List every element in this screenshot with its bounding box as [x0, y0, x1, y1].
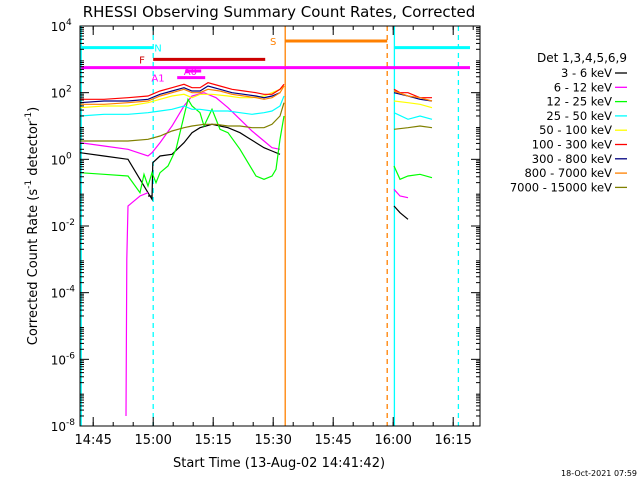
- legend-label: 7000 - 15000 keV: [510, 180, 612, 194]
- y-tick-exponent: -8: [66, 418, 75, 428]
- y-axis-label-main: Corrected Count Rate (s: [26, 189, 41, 346]
- y-tick-label: 10: [51, 353, 66, 367]
- series-line-8: [393, 125, 433, 130]
- state-bar-label: S: [270, 37, 276, 48]
- series-line-7: [80, 85, 285, 105]
- series-line-0: [79, 123, 281, 202]
- y-axis-label-sup2: -1: [24, 112, 34, 121]
- series-line-1: [393, 188, 409, 199]
- y-tick-label: 10: [51, 420, 66, 434]
- x-tick-label: 15:15: [194, 433, 231, 448]
- state-lines: [80, 26, 460, 426]
- x-tick-label: 15:45: [314, 433, 351, 448]
- y-tick-label: 10: [51, 220, 66, 234]
- y-axis-label-end: ): [26, 107, 41, 112]
- y-tick-exponent: -6: [66, 351, 75, 361]
- y-tick-label: 10: [51, 87, 66, 101]
- series-line-6: [393, 92, 433, 102]
- x-axis: 14:45 15:00 15:15 15:30 15:45 16:00 16:15: [74, 26, 474, 448]
- series-line-2: [79, 97, 285, 195]
- state-bar-label: N: [154, 44, 161, 55]
- y-tick-label: 10: [51, 153, 66, 167]
- series-line-1: [125, 192, 149, 417]
- plot-frame: [79, 25, 481, 427]
- series-line-5: [80, 82, 285, 100]
- chart-title: RHESSI Observing Summary Count Rates, Co…: [83, 3, 476, 21]
- y-axis-label-mid: detector: [26, 120, 41, 180]
- series-line-1: [79, 92, 281, 157]
- series-line-2: [393, 165, 433, 181]
- x-tick-label: 15:30: [254, 433, 291, 448]
- x-tick-label: 16:00: [374, 433, 411, 448]
- y-tick-exponent: -4: [66, 285, 75, 295]
- x-axis-label: Start Time (13-Aug-02 14:41:42): [173, 456, 385, 471]
- footer-date: 18-Oct-2021 07:59: [561, 469, 637, 478]
- state-bar-label: F: [139, 55, 145, 66]
- legend-label: 6 - 12 keV: [554, 80, 612, 94]
- series-line-7: [393, 90, 433, 102]
- state-bar-label: A1: [151, 74, 164, 85]
- legend-label: 50 - 100 keV: [539, 123, 612, 137]
- x-tick-label: 15:00: [134, 433, 171, 448]
- y-tick-label: 10: [51, 20, 66, 34]
- legend-label: 100 - 300 keV: [532, 138, 612, 152]
- y-tick-exponent: 4: [66, 18, 72, 28]
- legend-label: 300 - 800 keV: [532, 152, 612, 166]
- y-tick-exponent: -2: [66, 218, 75, 228]
- legend-label: 800 - 7000 keV: [524, 166, 612, 180]
- x-tick-label: 16:15: [434, 433, 471, 448]
- series-line-8: [80, 102, 285, 142]
- series-line-5: [393, 88, 432, 99]
- y-tick-label: 10: [51, 287, 66, 301]
- series-line-0: [393, 205, 409, 220]
- state-bars: N S F A0 A1: [81, 37, 470, 85]
- x-tick-label: 14:45: [74, 433, 111, 448]
- series-line-6: [79, 85, 281, 104]
- y-axis-label-sup1: -1: [24, 180, 34, 189]
- series-line-4: [393, 100, 433, 109]
- y-tick-exponent: 2: [66, 85, 72, 95]
- series-lines: [79, 82, 433, 417]
- state-bar-label: A0: [184, 67, 197, 78]
- legend-label: 25 - 50 keV: [546, 109, 612, 123]
- legend-label: 12 - 25 keV: [546, 95, 612, 109]
- legend-title: Det 1,3,4,5,6,9: [537, 51, 627, 65]
- series-line-3: [393, 112, 433, 120]
- y-axis-label: Corrected Count Rate (s-1 detector-1): [24, 107, 41, 345]
- y-tick-exponent: 0: [66, 151, 72, 161]
- series-line-3: [79, 95, 285, 117]
- legend-label: 3 - 6 keV: [561, 66, 612, 80]
